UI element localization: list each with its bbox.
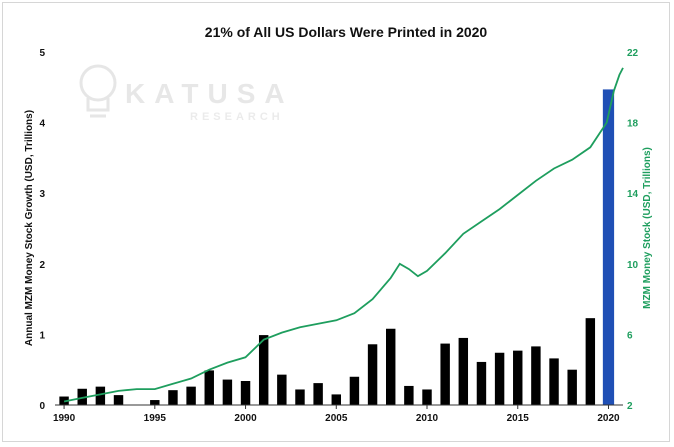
chart-frame [2,2,670,442]
right-tick-label: 10 [627,260,639,271]
bar [367,344,378,405]
bar [313,383,323,405]
bar [585,318,596,405]
bar [513,350,523,405]
bar [349,376,360,405]
right-tick-label: 2 [627,401,633,412]
bar [494,352,505,405]
bar [277,374,287,405]
bar [204,370,214,405]
bar [258,335,269,405]
bar [404,385,414,405]
x-tick-label: 2020 [597,413,620,424]
left-tick-label: 2 [39,260,45,271]
watermark-sub: RESEARCH [190,111,284,123]
bar [240,380,251,405]
bar [295,389,305,405]
right-axis-label: MZM Money Stock (USD, Trillions) [642,147,653,309]
bar [77,388,87,405]
mzm-stock-line [63,67,624,403]
x-tick-label: 2015 [507,413,530,424]
bar [222,379,233,405]
highlight-bar-2020 [602,89,615,405]
right-tick-label: 14 [627,189,639,200]
bar [476,361,487,405]
x-tick-label: 2000 [234,413,257,424]
right-tick-label: 6 [627,330,633,341]
bar [331,394,341,405]
bar [549,358,559,405]
bar [113,395,124,405]
bar [458,337,469,405]
right-axis-ticks: 2 6 10 14 18 22 [627,48,639,412]
bar [386,328,396,405]
bar [422,389,432,405]
x-tick-label: 1990 [53,413,76,424]
left-axis-ticks: 0 1 2 3 4 5 [39,48,45,412]
x-tick-label: 1995 [144,413,167,424]
bar [150,400,160,405]
bar-series [59,89,615,405]
left-tick-label: 0 [39,401,45,412]
right-tick-label: 18 [627,119,639,130]
bar [95,386,106,405]
left-tick-label: 1 [39,330,45,341]
bar [440,343,450,405]
x-tick-label: 2005 [325,413,348,424]
left-tick-label: 4 [39,119,45,130]
left-tick-label: 5 [39,48,45,59]
left-axis-label: Annual MZM Money Stock Growth (USD, Tril… [24,110,35,346]
left-tick-label: 3 [39,189,45,200]
x-axis-ticks: 1990 1995 2000 2005 2010 2015 2020 [53,405,620,424]
chart-title: 21% of All US Dollars Were Printed in 20… [205,24,488,40]
x-tick-label: 2010 [416,413,439,424]
bar [567,369,577,405]
bar [186,386,196,405]
bar [531,346,541,405]
lightbulb-logo-icon [79,64,117,118]
watermark-name: KATUSA [125,78,294,109]
right-tick-label: 22 [627,48,639,59]
bar [168,390,178,405]
watermark: KATUSA RESEARCH [79,64,294,123]
